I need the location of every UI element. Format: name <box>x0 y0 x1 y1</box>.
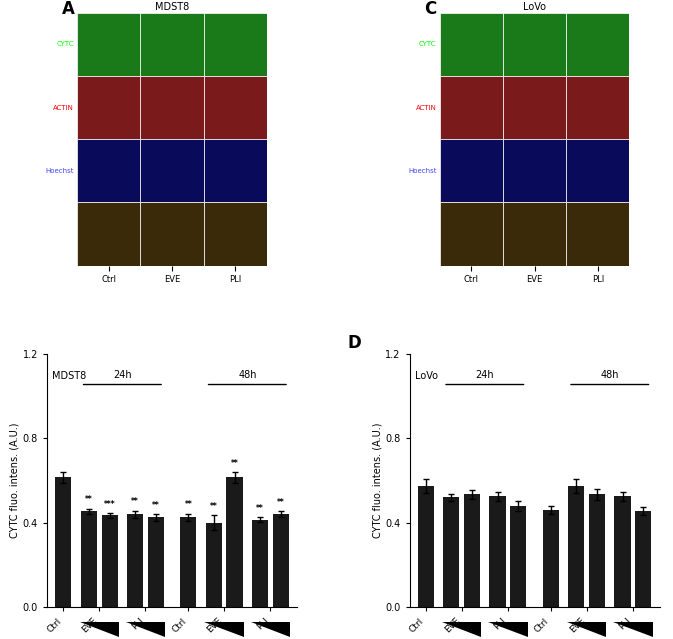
Bar <box>510 506 526 607</box>
Polygon shape <box>126 622 165 637</box>
FancyBboxPatch shape <box>439 13 503 76</box>
Bar <box>589 495 605 607</box>
FancyBboxPatch shape <box>503 203 566 266</box>
Bar <box>127 514 143 607</box>
Text: **: ** <box>210 502 217 511</box>
Bar <box>206 523 222 607</box>
FancyBboxPatch shape <box>141 203 204 266</box>
Bar <box>81 511 97 607</box>
Polygon shape <box>79 622 119 637</box>
Bar <box>568 486 584 607</box>
Polygon shape <box>567 622 606 637</box>
Text: Hoechst: Hoechst <box>46 168 74 174</box>
Y-axis label: CYTC fluo. intens. (A.U.): CYTC fluo. intens. (A.U.) <box>10 423 20 539</box>
Bar <box>614 497 631 607</box>
Text: Merge: Merge <box>52 231 74 237</box>
Bar <box>542 510 559 607</box>
FancyBboxPatch shape <box>77 203 141 266</box>
FancyBboxPatch shape <box>77 139 141 203</box>
Y-axis label: CYTC fluo. intens. (A.U.): CYTC fluo. intens. (A.U.) <box>372 423 382 539</box>
Text: D: D <box>347 334 361 352</box>
Text: **: ** <box>85 495 93 504</box>
Text: LoVo: LoVo <box>415 371 437 381</box>
FancyBboxPatch shape <box>439 203 503 266</box>
Bar <box>635 511 651 607</box>
Text: **: ** <box>256 504 264 513</box>
FancyBboxPatch shape <box>439 139 503 203</box>
FancyBboxPatch shape <box>566 76 629 139</box>
FancyBboxPatch shape <box>566 13 629 76</box>
Text: ACTIN: ACTIN <box>53 105 74 111</box>
FancyBboxPatch shape <box>503 13 566 76</box>
Text: C: C <box>425 0 437 18</box>
FancyBboxPatch shape <box>141 76 204 139</box>
Title: LoVo: LoVo <box>523 2 546 12</box>
Polygon shape <box>251 622 290 637</box>
FancyBboxPatch shape <box>439 76 503 139</box>
Text: **: ** <box>184 500 192 509</box>
Text: **: ** <box>152 501 160 510</box>
Polygon shape <box>442 622 481 637</box>
Bar <box>55 477 71 607</box>
FancyBboxPatch shape <box>566 139 629 203</box>
FancyBboxPatch shape <box>204 13 267 76</box>
Text: 24h: 24h <box>113 370 132 380</box>
Text: **: ** <box>277 498 285 507</box>
Bar <box>464 495 480 607</box>
Text: ACTIN: ACTIN <box>416 105 437 111</box>
Bar <box>180 518 197 607</box>
FancyBboxPatch shape <box>204 139 267 203</box>
Polygon shape <box>613 622 653 637</box>
Text: Merge: Merge <box>415 231 437 237</box>
Bar <box>273 514 289 607</box>
FancyBboxPatch shape <box>566 203 629 266</box>
Text: CYTC: CYTC <box>57 42 74 47</box>
Bar <box>227 477 243 607</box>
Bar <box>418 486 434 607</box>
Text: 48h: 48h <box>238 370 256 380</box>
Bar <box>148 518 164 607</box>
Bar <box>489 497 505 607</box>
Bar <box>252 520 268 607</box>
FancyBboxPatch shape <box>204 76 267 139</box>
Text: **: ** <box>231 459 238 468</box>
Polygon shape <box>489 622 528 637</box>
FancyBboxPatch shape <box>204 203 267 266</box>
Text: ***: *** <box>104 500 115 509</box>
FancyBboxPatch shape <box>503 139 566 203</box>
Title: MDST8: MDST8 <box>155 2 189 12</box>
FancyBboxPatch shape <box>77 13 141 76</box>
Text: Hoechst: Hoechst <box>408 168 437 174</box>
Text: CYTC: CYTC <box>419 42 437 47</box>
FancyBboxPatch shape <box>141 139 204 203</box>
FancyBboxPatch shape <box>77 76 141 139</box>
FancyBboxPatch shape <box>141 13 204 76</box>
Bar <box>443 498 460 607</box>
Text: 48h: 48h <box>600 370 619 380</box>
Text: A: A <box>62 0 75 18</box>
Text: 24h: 24h <box>476 370 494 380</box>
Text: MDST8: MDST8 <box>52 371 86 381</box>
Polygon shape <box>205 622 244 637</box>
Text: **: ** <box>131 497 139 506</box>
Bar <box>102 516 118 607</box>
FancyBboxPatch shape <box>503 76 566 139</box>
